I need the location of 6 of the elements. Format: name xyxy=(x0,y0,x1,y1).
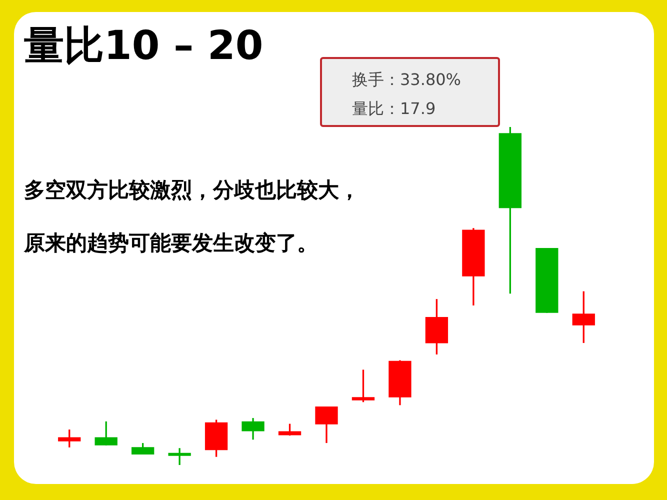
text: 量比：17.9 xyxy=(352,98,437,120)
annotation: 多空双方比较激烈，分歧也比较大， xyxy=(24,176,360,204)
chart-title: 量比10 – 20 xyxy=(24,22,264,71)
annotation: 原来的趋势可能要发生改变了。 xyxy=(24,229,318,257)
candlestick xyxy=(168,448,191,465)
text: 换手：33.80% xyxy=(352,69,462,91)
